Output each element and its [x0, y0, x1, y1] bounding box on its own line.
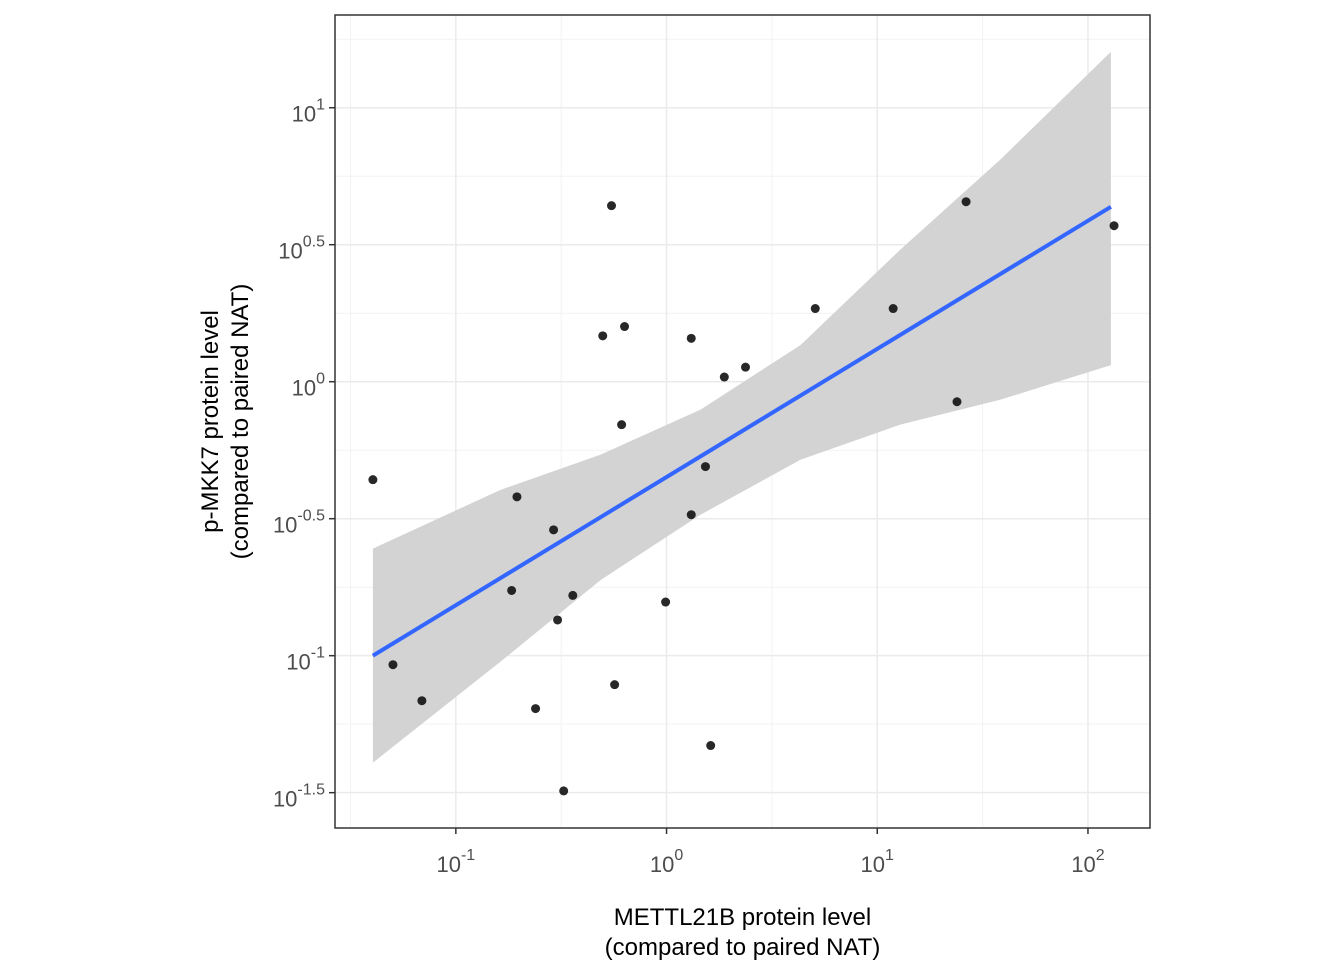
tick-exponent: 1 [316, 97, 325, 114]
tick-base: 10 [650, 852, 674, 877]
tick-label: 101 [292, 97, 325, 127]
tick-exponent: 0.5 [303, 234, 325, 251]
tick-label: 101 [861, 847, 894, 877]
point [952, 397, 962, 407]
point [598, 331, 608, 341]
tick-exponent: -0.5 [297, 508, 325, 525]
tick-exponent: 1 [885, 847, 894, 864]
tick-exponent: -1.5 [297, 782, 325, 799]
point [741, 362, 751, 372]
point [686, 510, 696, 520]
tick-label: 100 [650, 847, 683, 877]
tick-label: 102 [1071, 847, 1104, 877]
tick-label: 10-1.5 [273, 782, 325, 812]
point [368, 475, 378, 485]
fit-line [371, 205, 1112, 658]
point [1109, 221, 1119, 231]
tick-label: 10-1 [436, 847, 475, 877]
tick-exponent: -1 [311, 645, 325, 662]
tick-base: 10 [1071, 852, 1095, 877]
y-axis-title: (compared to paired NAT) [227, 284, 254, 560]
x-axis-title: (compared to paired NAT) [605, 934, 881, 960]
point [620, 322, 630, 332]
tick-label: 10-1 [286, 645, 325, 675]
tick-base: 10 [861, 852, 885, 877]
tick-base: 10 [286, 650, 310, 675]
tick-base: 10 [436, 852, 460, 877]
point [719, 372, 729, 382]
point [810, 304, 820, 314]
tick-label: 100 [292, 371, 325, 401]
tick-exponent: 0 [674, 847, 683, 864]
x-axis-title: METTL21B protein level [614, 904, 871, 931]
point [607, 201, 617, 211]
point [610, 680, 620, 690]
tick-base: 10 [273, 787, 297, 812]
panel-border [334, 14, 1151, 829]
tick-base: 10 [273, 513, 297, 538]
point [512, 492, 522, 502]
tick-base: 10 [278, 239, 302, 264]
point [961, 197, 971, 207]
point [686, 333, 696, 343]
tick-exponent: -1 [461, 847, 475, 864]
confidence-band [372, 51, 1111, 763]
point [568, 590, 578, 600]
point [700, 462, 710, 472]
point [417, 696, 427, 706]
point [553, 615, 563, 625]
y-axis-title: p-MKK7 protein level [197, 310, 224, 533]
point [531, 704, 541, 714]
tick-label: 100.5 [278, 234, 325, 264]
tick-base: 10 [292, 376, 316, 401]
point [507, 585, 517, 595]
point [549, 525, 559, 535]
point [559, 786, 569, 796]
tick-exponent: 2 [1096, 847, 1105, 864]
point [617, 420, 627, 430]
point [706, 741, 716, 751]
point [661, 597, 671, 607]
tick-exponent: 0 [316, 371, 325, 388]
tick-base: 10 [292, 102, 316, 127]
point [888, 304, 898, 314]
tick-label: 10-0.5 [273, 508, 325, 538]
point [388, 660, 398, 670]
